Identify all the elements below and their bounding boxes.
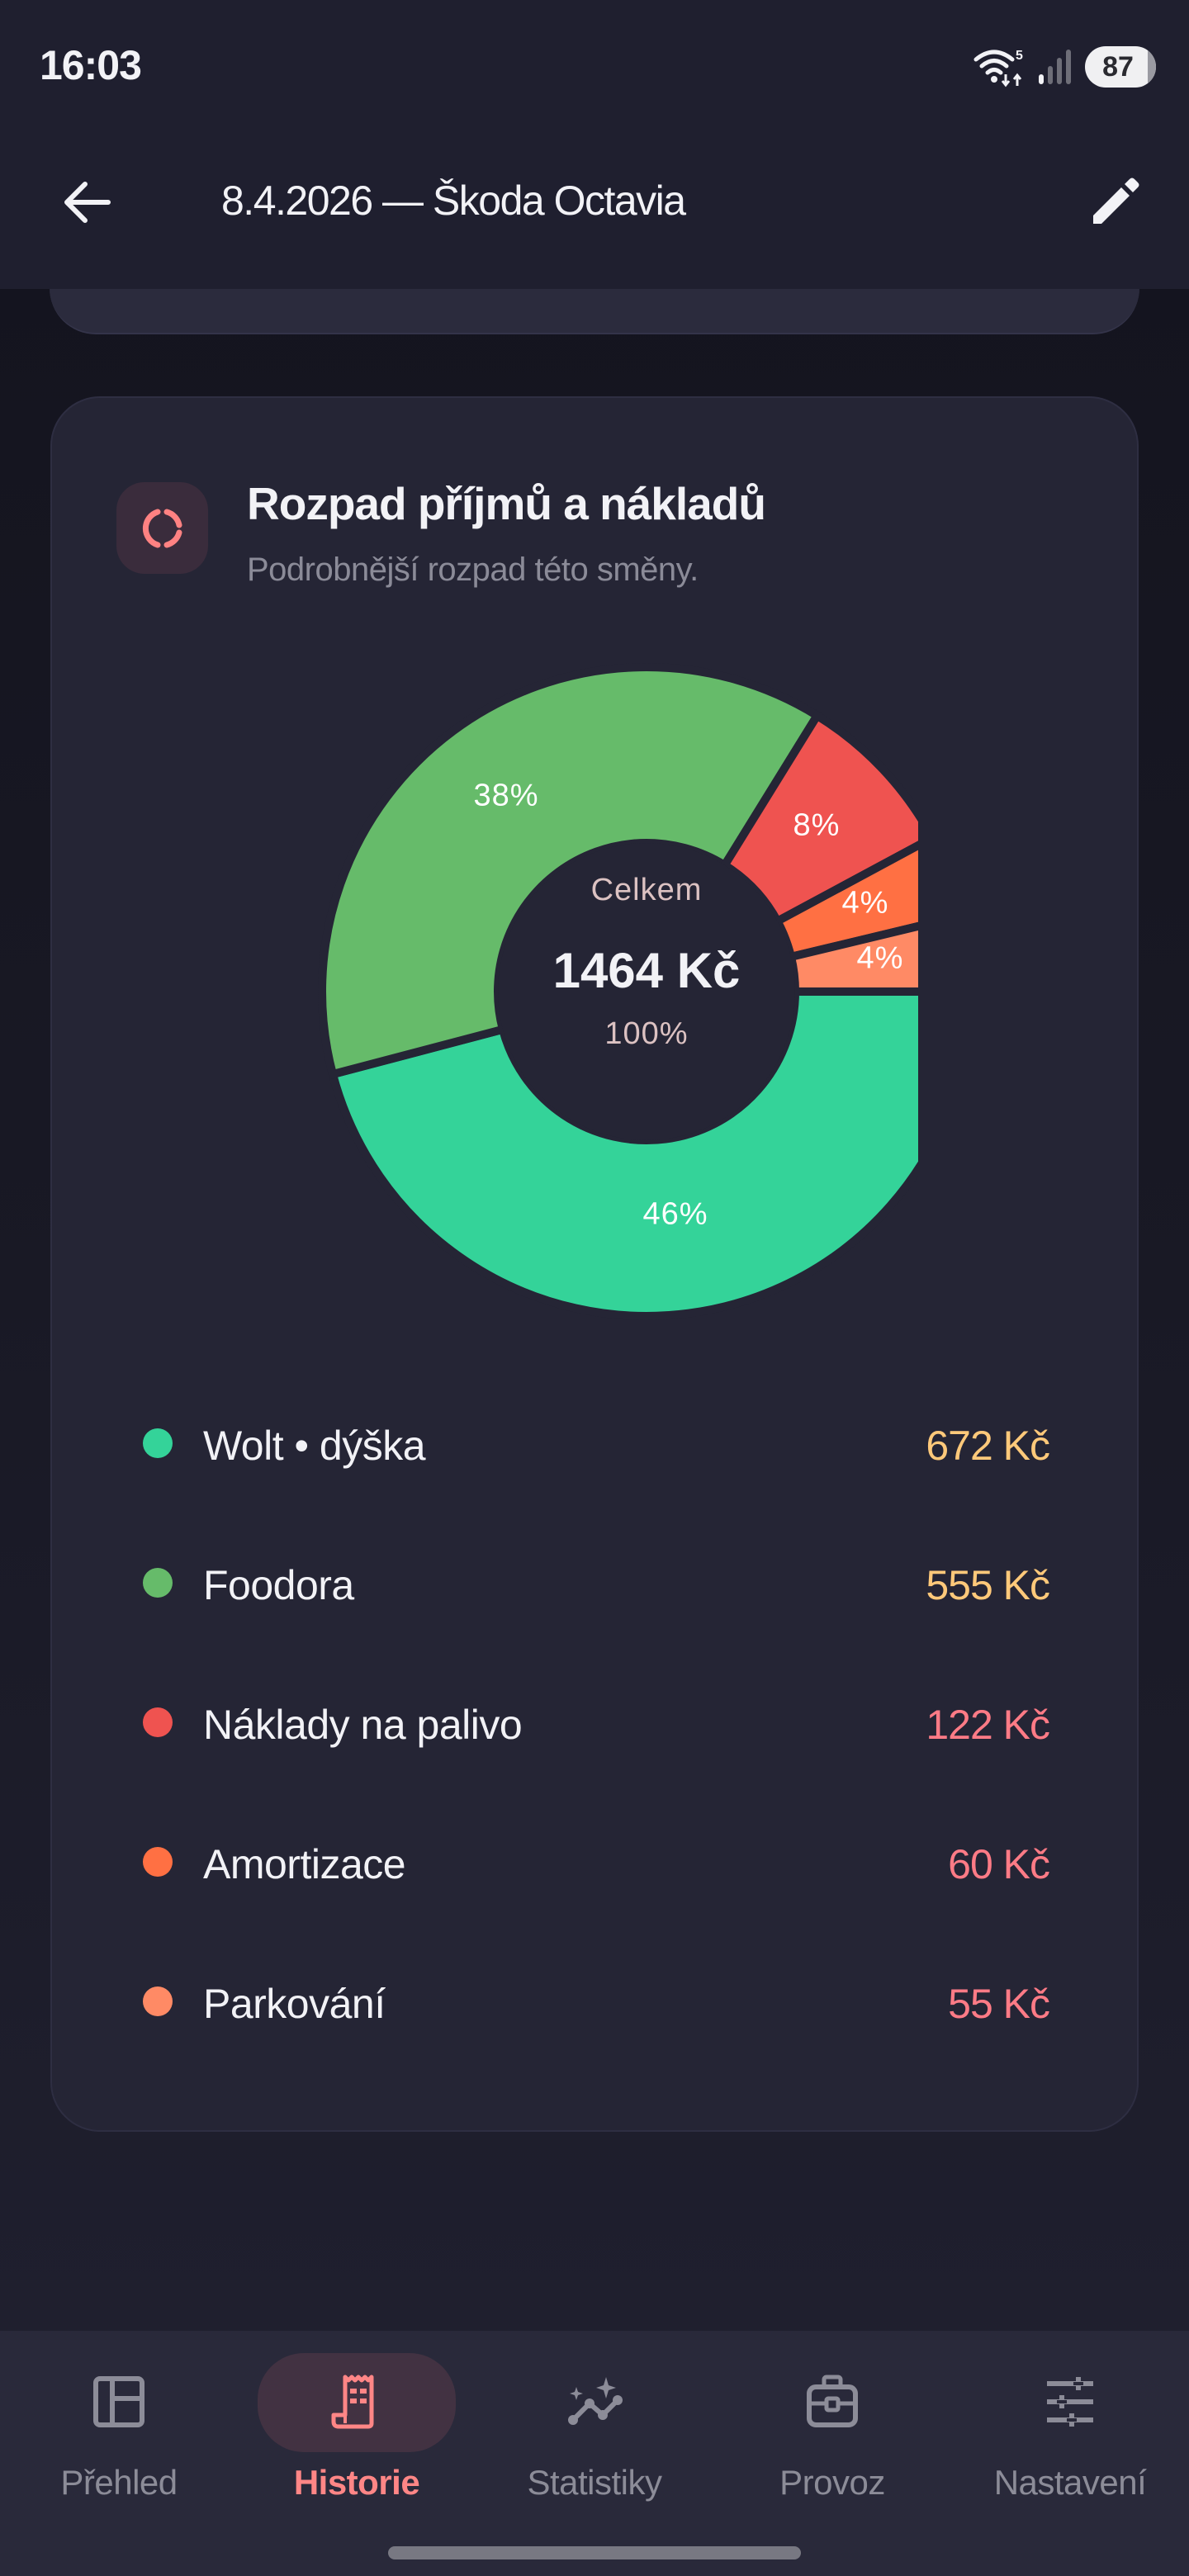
legend-item: Wolt • dýška 672 Kč: [52, 1402, 1137, 1485]
nav-label: Provoz: [779, 2463, 885, 2502]
legend-label: Náklady na palivo: [203, 1702, 523, 1748]
arrow-left-icon: [64, 182, 111, 223]
legend-item: Parkování 55 Kč: [52, 1960, 1137, 2043]
legend-label: Parkování: [203, 1981, 386, 2027]
legend-item: Amortizace 60 Kč: [52, 1821, 1137, 1903]
donut-chart-icon: [142, 509, 182, 547]
donut-chart: 46% 38% 8% 4% 4% Celkem 1464 Kč 100%: [274, 661, 918, 1322]
card-title: Rozpad příjmů a nákladů: [247, 478, 766, 529]
receipt-icon: [331, 2375, 374, 2429]
card-subtitle: Podrobnější rozpad této směny.: [247, 552, 699, 588]
legend-value: 555 Kč: [926, 1562, 1050, 1608]
nav-label: Nastavení: [993, 2463, 1147, 2502]
legend-dot-icon: [143, 1428, 173, 1458]
breakdown-card: Rozpad příjmů a nákladů Podrobnější rozp…: [50, 396, 1139, 2132]
donut-center-caption: Celkem: [590, 873, 703, 907]
legend-value: 60 Kč: [948, 1841, 1050, 1887]
edit-button[interactable]: [1078, 165, 1152, 239]
nav-item-nastaveni[interactable]: Nastavení: [951, 2331, 1189, 2529]
nav-label: Přehled: [60, 2463, 178, 2502]
legend-label: Foodora: [203, 1562, 354, 1608]
dashboard-layout-icon: [93, 2376, 144, 2427]
legend-item: Náklady na palivo 122 Kč: [52, 1681, 1137, 1764]
segment-label-parking: 4%: [856, 940, 904, 976]
nav-item-provoz[interactable]: Provoz: [713, 2331, 951, 2529]
bottom-navigation: Přehled Historie Statistiky: [0, 2331, 1189, 2576]
legend-dot-icon: [143, 1986, 173, 2016]
nav-label: Historie: [293, 2463, 420, 2502]
app-header: 8.4.2026 — Škoda Octavia: [0, 140, 1189, 289]
donut-segment: [771, 841, 918, 962]
svg-text:5: 5: [1016, 49, 1023, 63]
wifi-icon: 5: [973, 49, 1023, 88]
legend-dot-icon: [143, 1847, 173, 1877]
segment-label-amortization: 4%: [841, 885, 889, 921]
briefcase-icon: [807, 2375, 858, 2427]
legend-dot-icon: [143, 1707, 173, 1737]
legend-value: 55 Kč: [948, 1981, 1050, 2027]
home-indicator[interactable]: [388, 2546, 801, 2559]
segment-label-foodora: 38%: [473, 778, 539, 813]
status-bar: 16:03 5 87: [0, 0, 1189, 140]
donut-center-total: 1464 Kč: [552, 943, 741, 998]
nav-item-historie[interactable]: Historie: [238, 2331, 476, 2529]
legend-value: 672 Kč: [926, 1423, 1050, 1469]
legend-dot-icon: [143, 1568, 173, 1598]
legend-item: Foodora 555 Kč: [52, 1541, 1137, 1624]
pencil-icon: [1093, 178, 1139, 224]
status-time: 16:03: [40, 42, 142, 88]
legend-value: 122 Kč: [926, 1702, 1050, 1748]
donut-center-percent: 100%: [604, 1016, 689, 1051]
nav-label: Statistiky: [527, 2463, 662, 2502]
card-icon-container: [116, 482, 208, 574]
legend-label: Amortizace: [203, 1841, 406, 1887]
status-icons: 5 87: [973, 46, 1156, 88]
donut-segment: [318, 663, 823, 1080]
segment-label-fuel: 8%: [793, 807, 841, 843]
nav-item-prehled[interactable]: Přehled: [0, 2331, 238, 2529]
sliders-icon: [1047, 2377, 1093, 2427]
segment-label-wolt: 46%: [642, 1196, 708, 1232]
cellular-signal-icon: [1039, 50, 1071, 84]
battery-indicator: 87: [1085, 46, 1156, 88]
trend-sparkle-icon: [568, 2377, 623, 2425]
legend-label: Wolt • dýška: [203, 1423, 426, 1469]
back-button[interactable]: [54, 173, 120, 231]
page-title: 8.4.2026 — Škoda Octavia: [221, 178, 686, 224]
donut-chart-svg: [318, 663, 918, 1320]
nav-item-statistiky[interactable]: Statistiky: [476, 2331, 713, 2529]
